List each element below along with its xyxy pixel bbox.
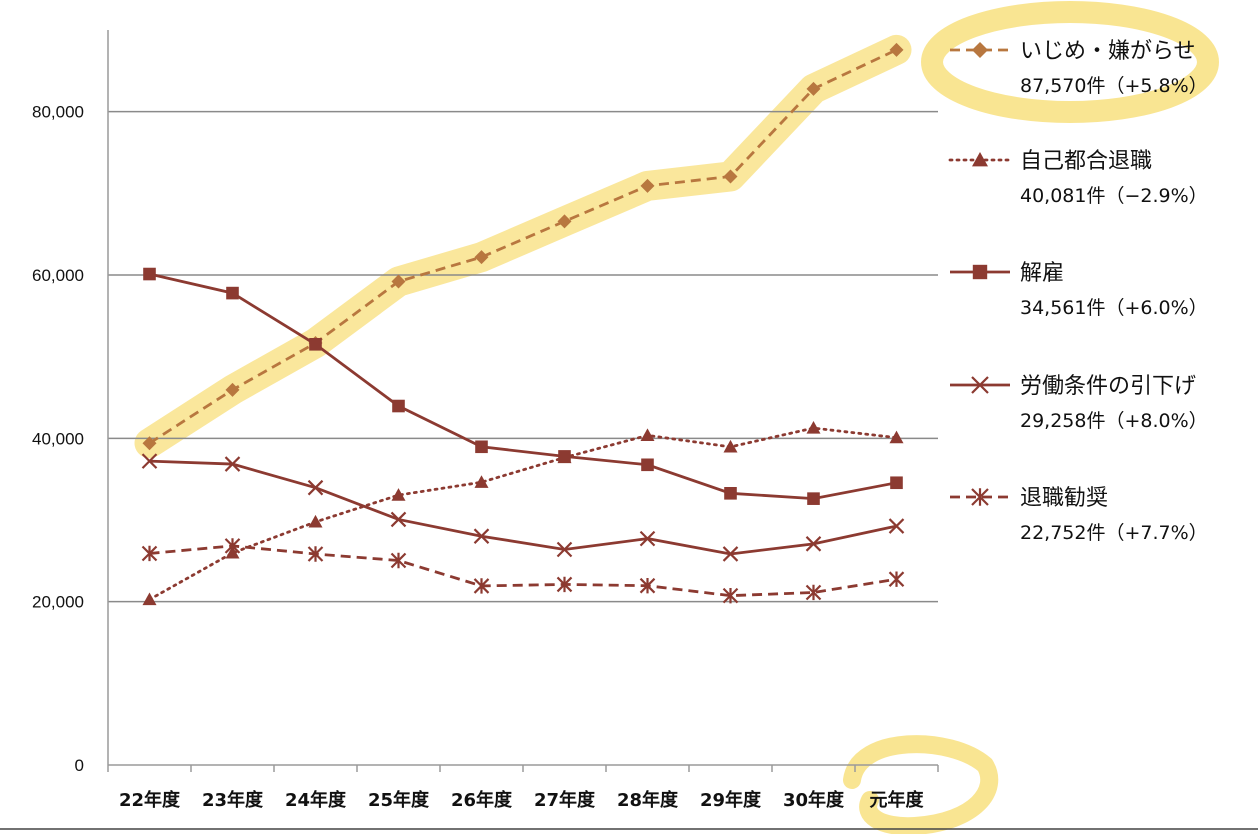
series-lines (141, 42, 905, 606)
data-point (805, 584, 822, 601)
data-point (556, 541, 573, 558)
x-tick-label: 30年度 (783, 789, 845, 811)
data-point (143, 267, 156, 281)
legend: いじめ・嫌がらせ 87,570件（+5.8%） 自己都合退職 40,081件（−2.9… (948, 39, 1208, 544)
legend-label: 自己都合退職 (1020, 149, 1152, 174)
data-point (888, 518, 905, 534)
y-tick-label: 80,000 (32, 103, 84, 122)
data-point (473, 528, 490, 544)
data-point (641, 458, 654, 472)
data-point (391, 488, 406, 501)
data-point (722, 546, 739, 562)
legend-detail: 34,561件（+6.0%） (1020, 297, 1208, 319)
legend-item-2: 自己都合退職 40,081件（−2.9%） (948, 149, 1208, 207)
legend-detail: 40,081件（−2.9%） (1020, 185, 1208, 207)
data-point (390, 511, 407, 528)
legend-detail: 22,752件（+7.7%） (1020, 522, 1208, 544)
legend-detail: 87,570件（+5.8%） (1020, 75, 1208, 97)
legend-marker (972, 42, 988, 58)
highlight-stroke-series (134, 34, 912, 459)
legend-marker (972, 264, 988, 280)
data-point (225, 382, 240, 397)
legend-label: 退職勧奨 (1020, 486, 1108, 511)
data-point (889, 42, 904, 57)
data-point (805, 536, 822, 552)
legend-item-5: 退職勧奨 22,752件（+7.7%） (950, 486, 1208, 544)
x-tick-label: 元年度 (870, 789, 925, 811)
data-point (723, 439, 738, 453)
x-tick-label: 29年度 (700, 789, 762, 811)
data-point (224, 456, 241, 472)
x-tick-label: 25年度 (368, 789, 430, 811)
data-point (391, 274, 406, 289)
series-2 (142, 421, 904, 606)
x-tick-label: 23年度 (202, 789, 264, 811)
y-tick-label: 40,000 (32, 429, 84, 448)
legend-label: 労働条件の引下げ (1020, 374, 1196, 399)
legend-marker (971, 488, 989, 506)
x-tick-label: 28年度 (617, 789, 679, 811)
data-point (640, 428, 655, 441)
data-point (807, 492, 820, 505)
data-point (474, 475, 489, 488)
y-tick-label: 0 (75, 756, 84, 775)
series-3 (143, 267, 903, 505)
x-tick-label: 22年度 (119, 789, 181, 811)
legend-label: いじめ・嫌がらせ (1020, 39, 1196, 64)
series-line (148, 426, 898, 601)
x-tick-label: 27年度 (534, 789, 596, 811)
legend-marker (972, 152, 988, 167)
series-line (149, 272, 897, 501)
data-point (556, 576, 573, 593)
data-point (558, 450, 571, 463)
data-point (723, 169, 738, 184)
legend-marker (971, 376, 989, 394)
legend-item-1: いじめ・嫌がらせ 87,570件（+5.8%） (950, 39, 1208, 97)
data-point (226, 286, 239, 300)
data-point (475, 440, 488, 454)
data-point (224, 538, 241, 554)
gridlines (108, 110, 938, 603)
y-tick-label: 20,000 (32, 593, 84, 612)
series-line (148, 48, 898, 445)
data-point (888, 571, 905, 587)
data-point (142, 436, 157, 451)
data-point (392, 399, 405, 413)
data-point (889, 430, 904, 444)
data-point (141, 545, 158, 562)
data-point (640, 178, 655, 193)
legend-label: 解雇 (1020, 261, 1064, 286)
highlight-circle-last-year (843, 735, 999, 834)
data-point (474, 250, 489, 265)
y-tick-label: 60,000 (32, 266, 84, 285)
series-4 (141, 453, 905, 562)
data-point (307, 479, 324, 496)
x-tick-label: 24年度 (285, 789, 347, 811)
legend-item-3: 解雇 34,561件（+6.0%） (950, 261, 1208, 319)
data-point (309, 337, 322, 351)
data-point (308, 514, 323, 528)
data-point (806, 421, 821, 434)
data-point (639, 530, 656, 547)
data-point (390, 552, 407, 569)
data-point (141, 453, 158, 469)
series-5 (141, 538, 905, 604)
data-point (142, 592, 157, 606)
data-point (724, 487, 737, 500)
legend-item-4: 労働条件の引下げ 29,258件（+8.0%） (950, 374, 1208, 432)
data-point (806, 81, 821, 96)
data-point (722, 587, 739, 604)
data-point (307, 546, 324, 562)
highlight-circle-legend (921, 1, 1219, 123)
series-line (149, 544, 897, 598)
data-point (890, 476, 903, 490)
data-point (557, 214, 572, 229)
series-line (149, 459, 897, 556)
legend-detail: 29,258件（+8.0%） (1020, 410, 1208, 432)
data-point (473, 578, 490, 594)
x-tick-label: 26年度 (451, 789, 513, 811)
data-point (639, 577, 656, 594)
axes: 0 20,000 40,000 60,000 80,000 22年度 23年度 24年度 25年… (0, 30, 1258, 830)
